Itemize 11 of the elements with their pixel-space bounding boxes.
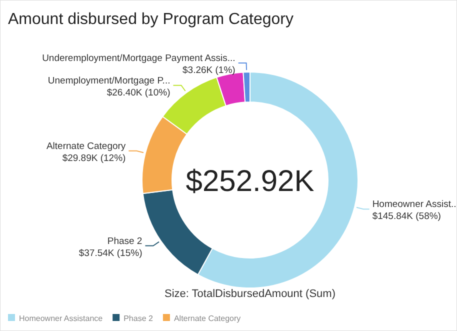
data-label: Homeowner Assist... $145.84K (58%) bbox=[372, 199, 457, 222]
legend-label: Homeowner Assistance bbox=[19, 314, 104, 323]
legend-label: Phase 2 bbox=[124, 314, 154, 323]
text: Size: TotalDisbursedAmount (Sum) bbox=[164, 288, 336, 300]
data-label: Underemployment/Mortgage Payment Assis... $3.26K (1%) bbox=[42, 53, 236, 76]
data-label: Unemployment/Mortgage P... $26.40K (10%) bbox=[48, 75, 170, 98]
text: $252.92K bbox=[186, 165, 314, 198]
data-label: Alternate Category $29.89K (12%) bbox=[46, 140, 126, 164]
legend-label: Alternate Category bbox=[174, 314, 241, 323]
data-label: Phase 2 $37.54K (15%) bbox=[78, 236, 142, 259]
chart-title: Amount disbursed by Program Category bbox=[8, 11, 294, 28]
